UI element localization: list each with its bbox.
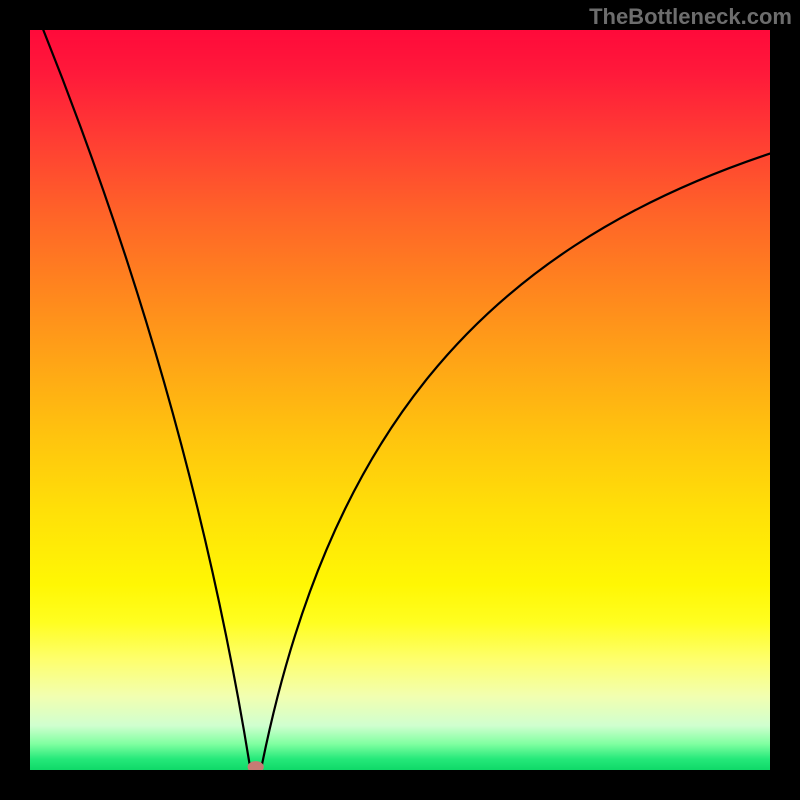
plot-area [30, 30, 770, 770]
chart-canvas: TheBottleneck.com [0, 0, 800, 800]
watermark-text: TheBottleneck.com [589, 4, 792, 30]
bottleneck-curve [30, 30, 770, 770]
curve-path [43, 30, 770, 770]
